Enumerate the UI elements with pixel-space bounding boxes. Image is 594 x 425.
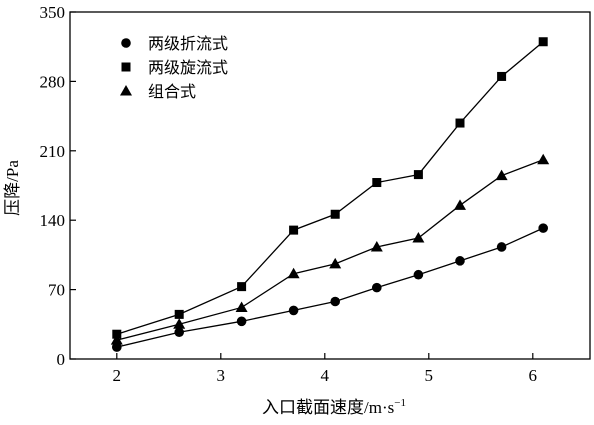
x-axis-label: 入口截面速度/m·s−1: [262, 397, 406, 417]
data-point: [372, 282, 382, 293]
legend-label: 两级旋流式: [148, 58, 228, 77]
data-point: [329, 257, 342, 269]
legend-marker: [121, 38, 131, 48]
y-axis-label: 压降/Pa: [3, 160, 22, 216]
data-point: [454, 199, 466, 210]
data-point: [236, 316, 247, 327]
data-point: [288, 305, 299, 316]
legend-label: 组合式: [148, 82, 196, 101]
data-point: [287, 267, 300, 279]
legend-marker: [121, 62, 131, 72]
data-point: [330, 296, 341, 307]
data-point: [330, 209, 340, 219]
series-3: [110, 153, 550, 345]
series-line: [116, 41, 544, 335]
data-point: [495, 169, 508, 181]
data-point: [289, 225, 299, 235]
data-point: [173, 318, 186, 329]
data-point: [174, 309, 184, 319]
data-point: [413, 269, 424, 280]
y-tick-label: 350: [40, 3, 66, 22]
series-line: [116, 227, 544, 348]
plot-frame: [69, 11, 591, 360]
x-tick-label: 6: [529, 366, 538, 385]
data-point: [413, 170, 423, 180]
data-point: [496, 242, 507, 252]
x-tick-label: 2: [113, 366, 122, 385]
series-line: [116, 159, 544, 341]
data-point: [537, 153, 550, 165]
data-point: [235, 301, 248, 312]
x-tick-label: 4: [321, 366, 330, 385]
y-tick-label: 0: [57, 350, 66, 369]
data-point: [538, 223, 548, 233]
data-point: [110, 334, 123, 345]
y-tick-label: 70: [48, 281, 65, 300]
y-tick-label: 280: [40, 72, 66, 91]
x-tick-label: 3: [217, 366, 226, 385]
data-point: [455, 256, 465, 266]
y-tick-label: 140: [40, 211, 66, 230]
legend-label: 两级折流式: [148, 34, 228, 53]
data-point: [538, 37, 548, 47]
data-point: [112, 342, 122, 352]
data-point: [455, 118, 465, 128]
data-point: [174, 327, 184, 338]
data-point: [372, 178, 382, 188]
legend-marker: [120, 85, 132, 96]
data-point: [412, 232, 425, 243]
data-point: [497, 71, 507, 81]
data-point: [237, 282, 247, 292]
data-point: [370, 240, 383, 252]
y-tick-label: 210: [40, 142, 66, 161]
x-tick-label: 5: [425, 366, 434, 385]
series-1: [112, 223, 548, 352]
